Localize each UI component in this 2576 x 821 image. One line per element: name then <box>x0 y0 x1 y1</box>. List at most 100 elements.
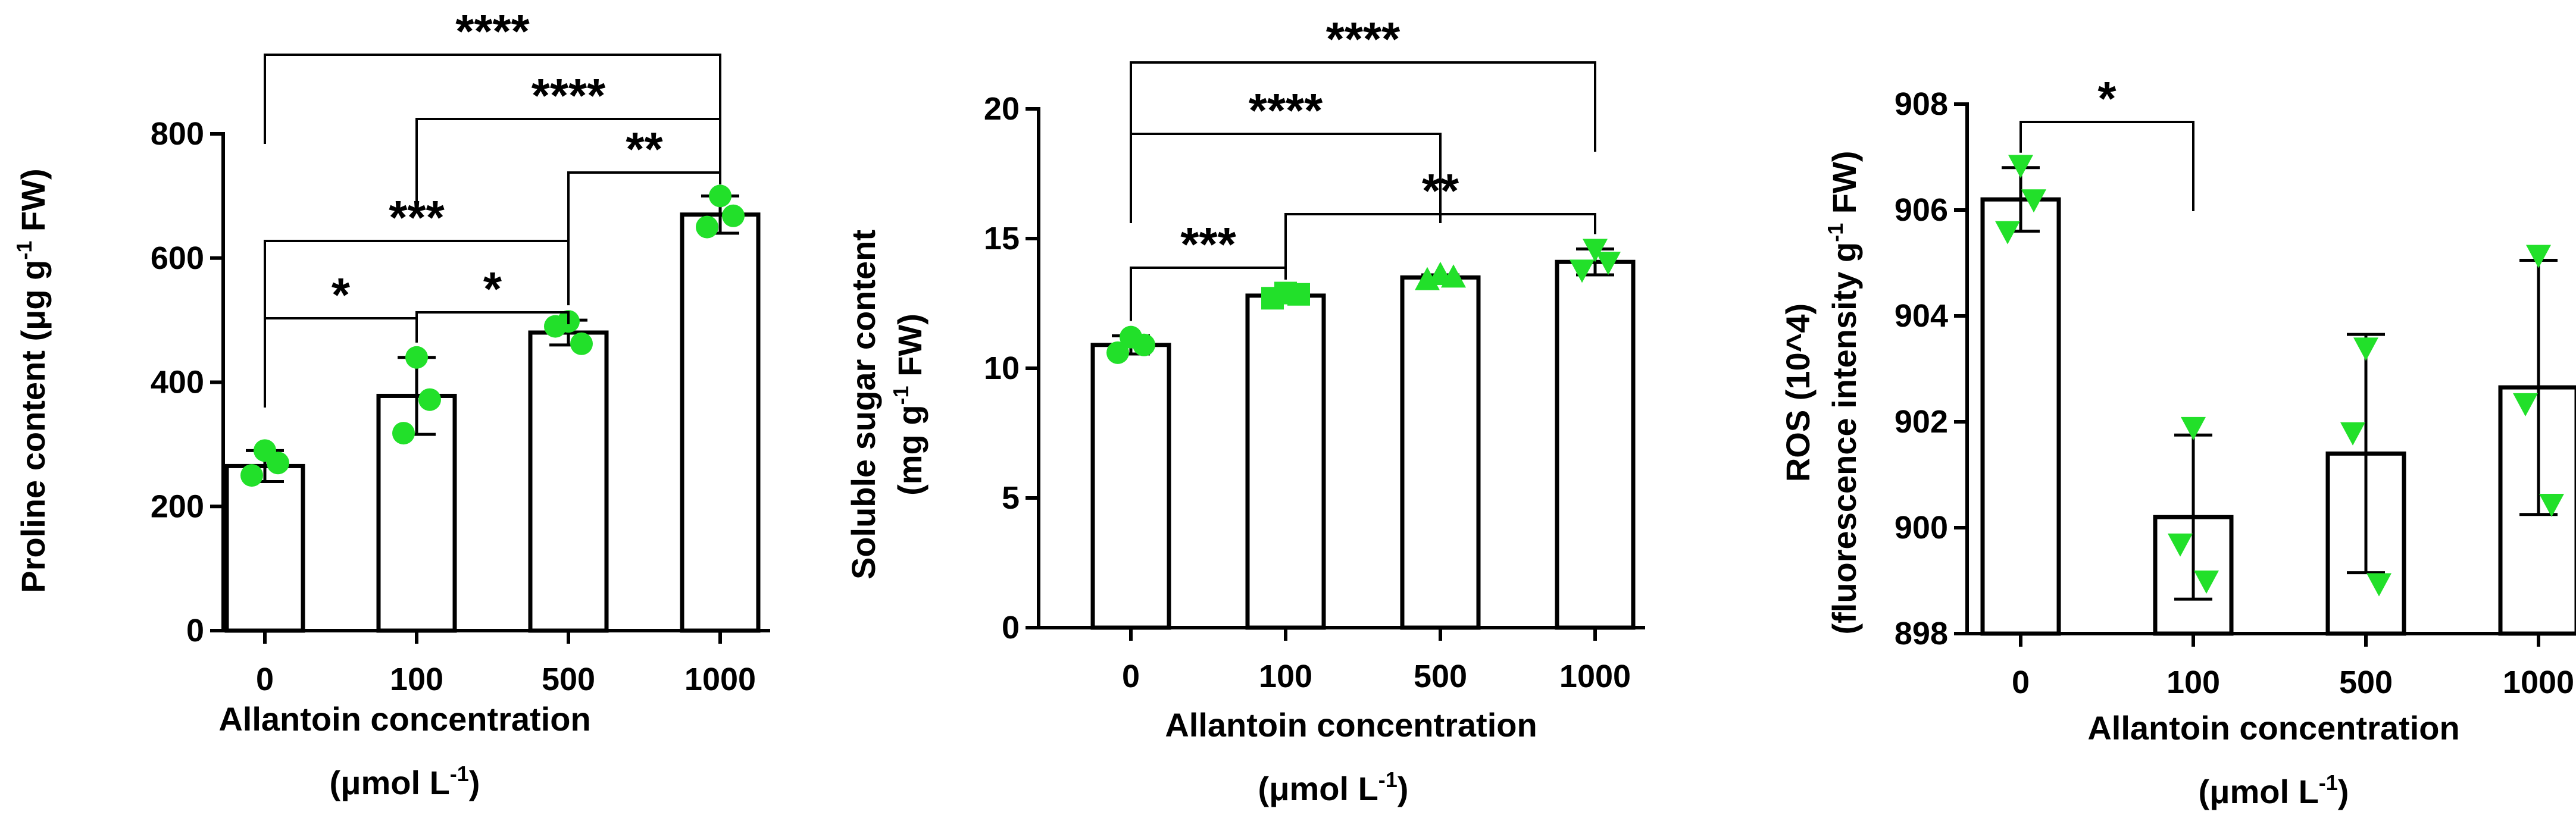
ros-data-point <box>2181 416 2206 440</box>
proline-data-point <box>418 388 441 411</box>
ros-significance-label: * <box>2097 72 2117 125</box>
proline-significance-bracket <box>415 118 721 208</box>
sugar-significance-bracket <box>1130 267 1287 321</box>
sugar-data-point <box>1106 341 1129 364</box>
sugar-significance-label: **** <box>1326 12 1400 65</box>
proline-bar <box>224 463 305 633</box>
sugar-bar <box>1400 275 1481 630</box>
ros-x-tick-label: 1000 <box>2503 665 2574 700</box>
proline-bar <box>528 330 609 633</box>
proline-significance-label: **** <box>532 69 606 122</box>
ros-data-point <box>2366 573 2391 597</box>
proline-data-point <box>544 315 567 338</box>
ros-chart-panel: 898 900 902 904 906 908 0 100 500 1000 * <box>1895 72 2576 700</box>
sugar-bar <box>1245 293 1326 630</box>
proline-xlabel-line1: Allantoin concentration <box>218 700 590 738</box>
sugar-ylabel-line1: Soluble sugar content <box>845 230 882 579</box>
sugar-y-tick-label: 0 <box>1002 610 1020 645</box>
ros-y-tick-label: 908 <box>1895 86 1948 122</box>
sugar-significance-label: **** <box>1249 84 1323 137</box>
sugar-data-point <box>1133 333 1155 356</box>
ros-y-tick-label: 906 <box>1895 192 1948 228</box>
proline-significance-label: ** <box>626 123 663 176</box>
sugar-data-point <box>1596 252 1621 275</box>
proline-data-point <box>709 184 731 208</box>
ros-data-point <box>1995 221 2020 245</box>
ros-x-tick-label: 100 <box>2167 665 2220 700</box>
proline-y-tick-label: 800 <box>151 116 204 152</box>
ros-y-tick-label: 902 <box>1895 404 1948 440</box>
sugar-significance-label: ** <box>1422 164 1459 217</box>
sugar-xlabel-line2: (μmol L-1) <box>1258 767 1409 807</box>
sugar-x-tick-label: 0 <box>1122 659 1140 694</box>
proline-bar <box>680 212 761 633</box>
sugar-significance-label: *** <box>1180 218 1236 271</box>
proline-data-point <box>392 422 415 445</box>
ros-y-tick-label: 900 <box>1895 510 1948 546</box>
proline-significance-label: *** <box>389 191 445 244</box>
proline-data-point <box>240 464 263 487</box>
proline-significance-label: * <box>332 268 351 321</box>
proline-significance-bracket <box>264 240 570 330</box>
ros-data-point <box>2353 337 2378 361</box>
sugar-ylabel-line2: (mg g-1 FW) <box>889 314 929 496</box>
proline-ylabel: Proline content (μg g-1 FW) <box>12 168 52 593</box>
ros-y-tick-label: 898 <box>1895 616 1948 651</box>
proline-x-tick-label: 100 <box>390 662 443 697</box>
proline-x-tick-label: 0 <box>256 662 274 697</box>
proline-significance-bracket <box>415 311 570 343</box>
ros-data-point <box>2008 155 2033 178</box>
sugar-significance-bracket <box>1284 213 1596 276</box>
sugar-y-tick-label: 5 <box>1002 480 1020 516</box>
ros-ylabel-line2: (fluorescence intensity g-1 FW) <box>1823 151 1863 634</box>
ros-ylabel-line1: ROS (10^4) <box>1779 303 1817 482</box>
ros-data-point <box>2194 571 2219 594</box>
proline-xlabel-line2: (μmol L-1) <box>330 762 480 801</box>
proline-significance-bracket <box>264 54 721 144</box>
ros-data-point <box>2340 422 2365 446</box>
ros-bar <box>1980 197 2061 636</box>
proline-significance-label: **** <box>455 5 530 58</box>
sugar-x-tick-label: 100 <box>1259 659 1312 694</box>
sugar-bar <box>1555 259 1636 630</box>
sugar-data-point <box>1415 267 1440 290</box>
sugar-significance-bracket <box>1130 133 1442 223</box>
proline-y-tick-label: 400 <box>151 365 204 400</box>
sugar-xlabel-line1: Allantoin concentration <box>1165 706 1537 744</box>
proline-data-point <box>405 346 428 369</box>
sugar-data-point <box>1570 259 1595 283</box>
sugar-x-tick-label: 500 <box>1414 659 1467 694</box>
sugar-data-point <box>1441 264 1466 288</box>
sugar-data-point <box>1261 287 1284 310</box>
ros-data-point <box>2526 245 2551 268</box>
ros-data-point <box>2539 493 2564 517</box>
sugar-bar <box>1090 343 1171 630</box>
proline-data-point <box>570 332 593 355</box>
proline-data-point <box>696 215 718 239</box>
proline-x-tick-label: 1000 <box>684 662 756 697</box>
proline-y-tick-label: 600 <box>151 240 204 276</box>
sugar-data-point <box>1287 283 1310 306</box>
sugar-data-point <box>1583 239 1608 262</box>
ros-x-tick-label: 500 <box>2339 665 2393 700</box>
sugar-y-tick-label: 10 <box>984 350 1020 386</box>
sugar-y-tick-label: 15 <box>984 221 1020 256</box>
proline-x-tick-label: 500 <box>542 662 595 697</box>
proline-y-tick-label: 200 <box>151 488 204 524</box>
proline-significance-label: * <box>483 262 502 315</box>
ros-xlabel-line2: (μmol L-1) <box>2199 770 2349 810</box>
proline-data-point <box>267 452 289 475</box>
ros-data-point <box>2513 393 2538 416</box>
ros-y-tick-label: 904 <box>1895 298 1948 334</box>
ros-data-point <box>2021 189 2046 213</box>
sugar-y-tick-label: 20 <box>984 91 1020 127</box>
proline-y-tick-label: 0 <box>186 613 204 648</box>
ros-xlabel-line1: Allantoin concentration <box>2087 709 2459 747</box>
ros-data-point <box>2168 533 2193 557</box>
proline-significance-bracket <box>567 171 721 262</box>
sugar-x-tick-label: 1000 <box>1559 659 1631 694</box>
ros-significance-bracket <box>2019 121 2194 211</box>
